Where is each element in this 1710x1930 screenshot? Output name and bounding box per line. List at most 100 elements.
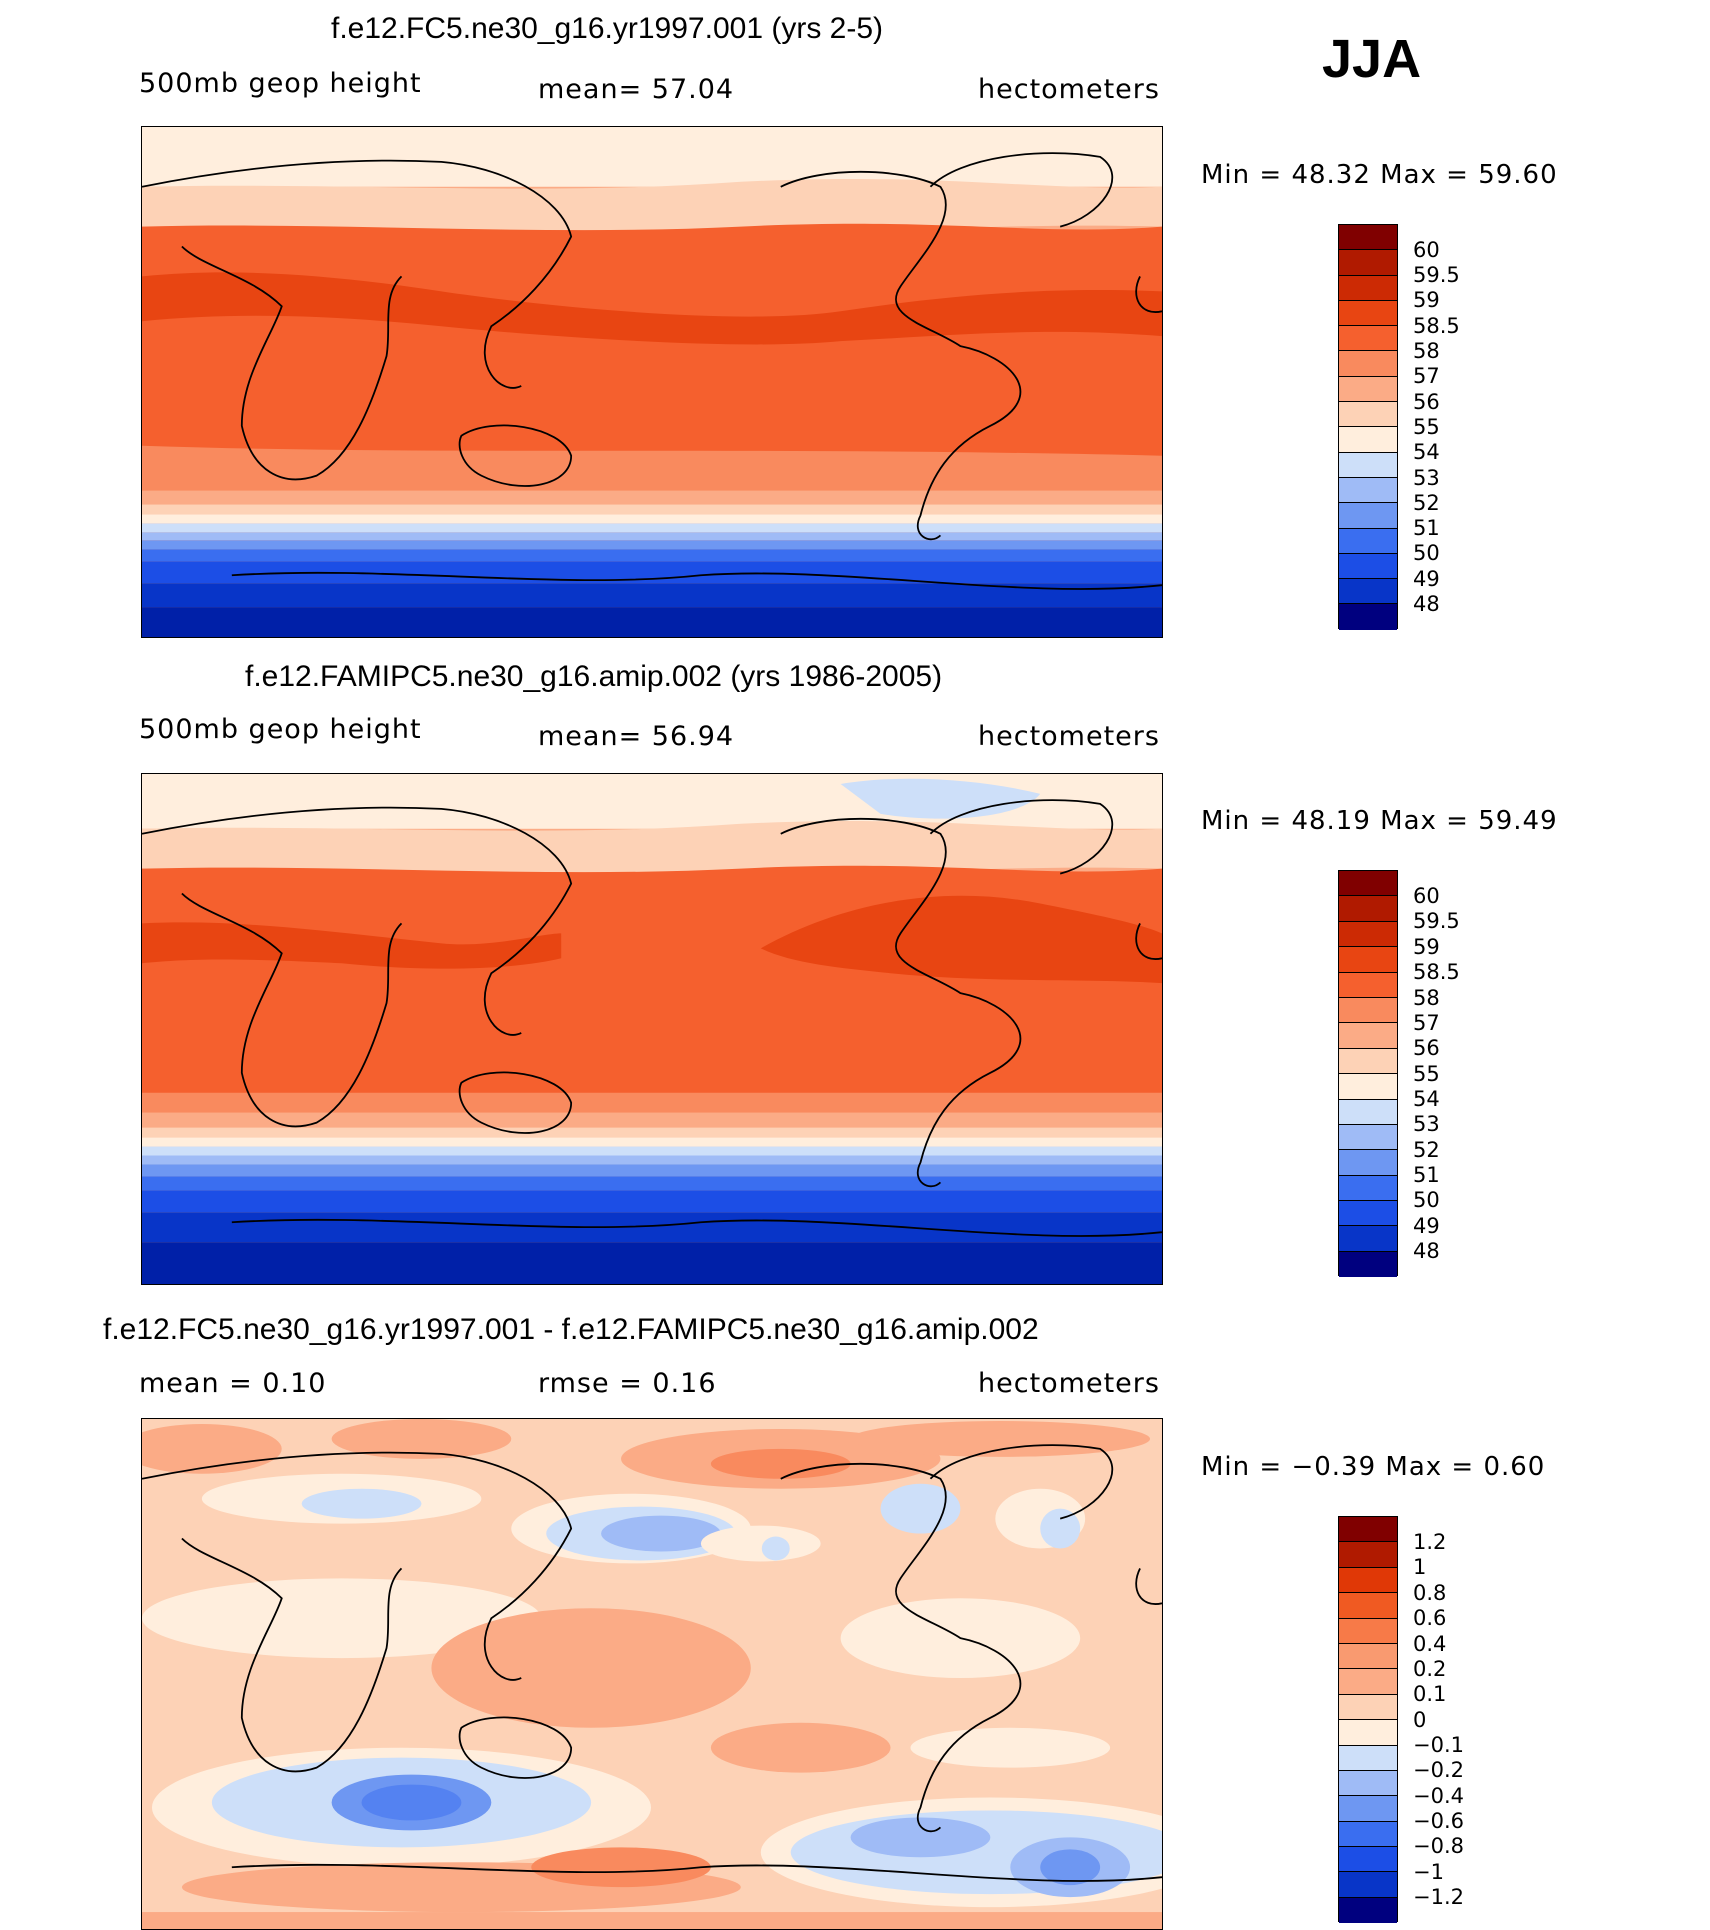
panel2-level-label: 49 (1413, 1214, 1440, 1238)
panel3-level-label: −1.2 (1413, 1885, 1464, 1909)
panel3-level-label: 0.6 (1413, 1606, 1447, 1630)
season-label: JJA (1322, 29, 1422, 89)
colorbar-swatch (1339, 1542, 1397, 1568)
panel1-minmax: Min = 48.32 Max = 59.60 (1201, 160, 1558, 190)
panel2-level-label: 60 (1413, 884, 1440, 908)
panel2-units-label: hectometers (978, 721, 1160, 752)
colorbar-swatch (1339, 871, 1397, 897)
panel1-level-label: 59 (1413, 288, 1440, 312)
panel2-mean-label: mean= 56.94 (538, 721, 735, 752)
panel3-level-label: 0.8 (1413, 1581, 1447, 1605)
colorbar-swatch (1339, 972, 1397, 998)
colorbar-swatch (1339, 896, 1397, 922)
colorbar-swatch (1339, 1745, 1397, 1771)
panel2-level-label: 54 (1413, 1087, 1440, 1111)
panel1-level-label: 58.5 (1413, 314, 1460, 338)
panel3-level-label: −0.1 (1413, 1733, 1464, 1757)
panel1-level-label: 50 (1413, 541, 1440, 565)
panel1-level-label: 57 (1413, 364, 1440, 388)
colorbar-swatch (1339, 1618, 1397, 1644)
panel1-level-label: 55 (1413, 415, 1440, 439)
panel3-minmax: Min = −0.39 Max = 0.60 (1201, 1452, 1546, 1482)
colorbar-swatch (1339, 604, 1397, 630)
colorbar-swatch (1339, 1251, 1397, 1278)
colorbar-swatch (1339, 1643, 1397, 1670)
panel1-units-label: hectometers (978, 74, 1160, 105)
colorbar-swatch (1339, 1175, 1397, 1202)
panel3-level-label: −0.4 (1413, 1784, 1464, 1808)
colorbar-swatch (1339, 1770, 1397, 1797)
panel1-level-label: 51 (1413, 516, 1440, 540)
panel3-map (141, 1418, 1163, 1930)
colorbar-swatch (1339, 376, 1397, 403)
panel3-mean-label: mean = 0.10 (139, 1368, 327, 1399)
colorbar-swatch (1339, 1023, 1397, 1049)
colorbar-swatch (1339, 250, 1397, 276)
panel1-mean-label: mean= 57.04 (538, 74, 735, 105)
panel1-level-label: 60 (1413, 238, 1440, 262)
panel1-variable-label: 500mb geop height (139, 68, 422, 99)
panel1-level-label: 59.5 (1413, 263, 1460, 287)
panel2-level-label: 58.5 (1413, 960, 1460, 984)
panel1-level-label: 53 (1413, 466, 1440, 490)
panel3-title: f.e12.FC5.ne30_g16.yr1997.001 - f.e12.FA… (103, 1313, 1039, 1346)
colorbar-swatch (1339, 1099, 1397, 1125)
colorbar-swatch (1339, 1074, 1397, 1100)
colorbar-swatch (1339, 1567, 1397, 1594)
panel3-level-label: 0.1 (1413, 1682, 1447, 1706)
colorbar-swatch (1339, 1669, 1397, 1695)
colorbar-swatch (1339, 1720, 1397, 1746)
panel1-level-label: 49 (1413, 567, 1440, 591)
panel2-level-label: 57 (1413, 1011, 1440, 1035)
panel3-level-label: −0.8 (1413, 1834, 1464, 1858)
colorbar-swatch (1339, 1517, 1397, 1543)
panel1-level-label: 56 (1413, 390, 1440, 414)
colorbar-swatch (1339, 225, 1397, 251)
panel2-level-label: 55 (1413, 1062, 1440, 1086)
panel3-level-label: −0.2 (1413, 1758, 1464, 1782)
panel2-level-label: 58 (1413, 986, 1440, 1010)
colorbar-swatch (1339, 1150, 1397, 1176)
panel3-level-label: 0.4 (1413, 1632, 1447, 1656)
colorbar-swatch (1339, 1847, 1397, 1873)
colorbar-swatch (1339, 503, 1397, 529)
panel1-level-label: 52 (1413, 491, 1440, 515)
colorbar-swatch (1339, 275, 1397, 301)
colorbar-swatch (1339, 921, 1397, 948)
panel3-units-label: hectometers (978, 1368, 1160, 1399)
colorbar-swatch (1339, 1897, 1397, 1924)
panel1-map (141, 126, 1163, 638)
colorbar-swatch (1339, 402, 1397, 428)
panel3-level-label: 0.2 (1413, 1657, 1447, 1681)
panel2-colorbar (1338, 870, 1398, 1278)
colorbar-swatch (1339, 427, 1397, 453)
panel3-level-label: 0 (1413, 1708, 1427, 1732)
panel2-level-label: 56 (1413, 1036, 1440, 1060)
colorbar-swatch (1339, 1201, 1397, 1227)
panel3-rmse-label: rmse = 0.16 (538, 1368, 717, 1399)
panel3-level-label: 1.2 (1413, 1530, 1447, 1554)
panel3-level-label: −1 (1413, 1860, 1444, 1884)
colorbar-swatch (1339, 1124, 1397, 1151)
colorbar-swatch (1339, 477, 1397, 504)
panel2-level-label: 50 (1413, 1188, 1440, 1212)
colorbar-swatch (1339, 997, 1397, 1024)
panel3-level-label: 1 (1413, 1555, 1427, 1579)
colorbar-swatch (1339, 528, 1397, 554)
colorbar-swatch (1339, 326, 1397, 352)
colorbar-swatch (1339, 1226, 1397, 1252)
panel1-level-label: 48 (1413, 592, 1440, 616)
colorbar-swatch (1339, 351, 1397, 377)
panel2-level-label: 59.5 (1413, 909, 1460, 933)
panel3-field (142, 1419, 1162, 1929)
colorbar-swatch (1339, 452, 1397, 478)
colorbar-swatch (1339, 1048, 1397, 1075)
panel2-field (142, 774, 1162, 1284)
panel2-level-label: 48 (1413, 1239, 1440, 1263)
colorbar-swatch (1339, 1821, 1397, 1848)
colorbar-swatch (1339, 1872, 1397, 1898)
panel3-level-label: −0.6 (1413, 1809, 1464, 1833)
panel2-level-label: 52 (1413, 1138, 1440, 1162)
colorbar-swatch (1339, 1593, 1397, 1619)
panel1-level-label: 58 (1413, 339, 1440, 363)
